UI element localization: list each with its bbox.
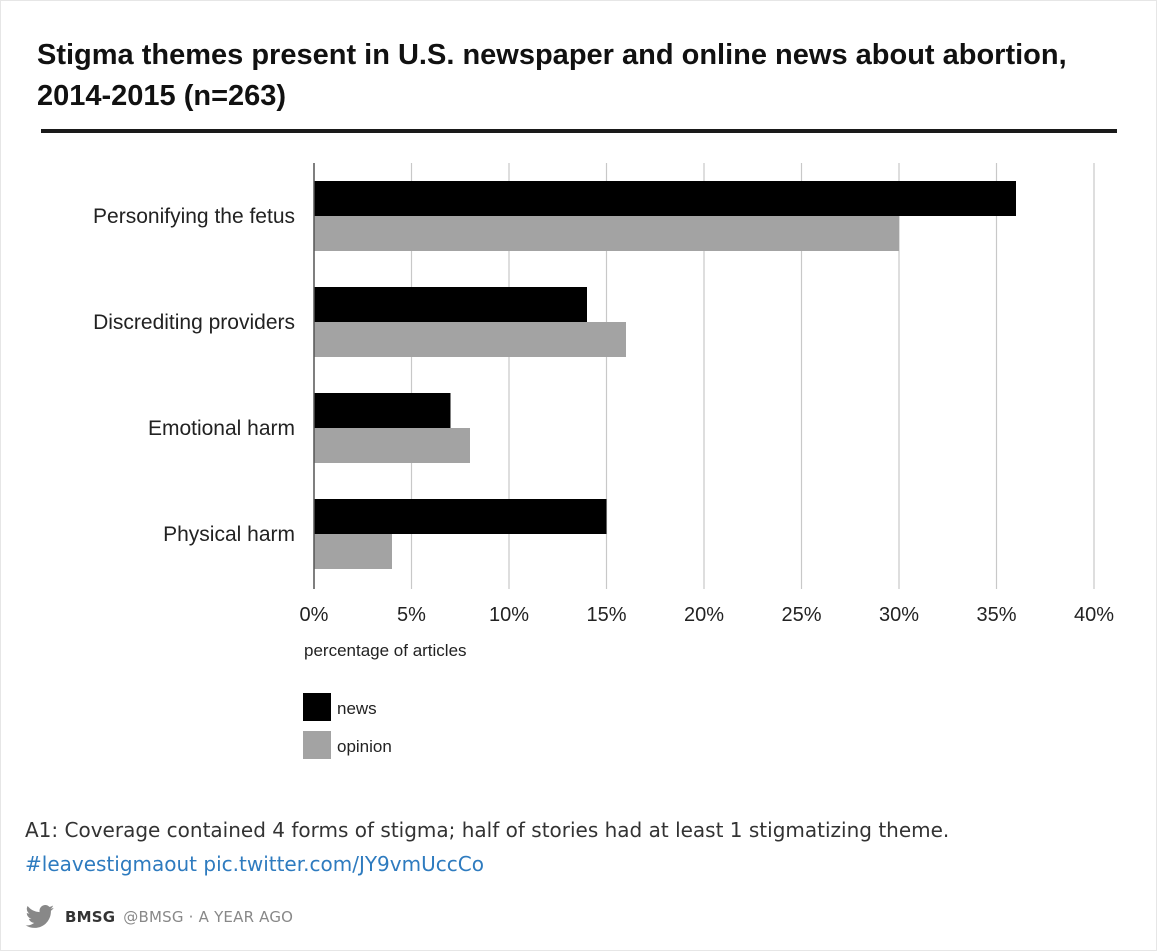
twitter-bird-icon [25, 905, 54, 928]
bar-opinion [314, 216, 899, 251]
bar-opinion [314, 534, 392, 569]
x-tick-label: 35% [976, 604, 1016, 626]
x-axis-label: percentage of articles [304, 641, 467, 660]
legend: news opinion [303, 693, 392, 759]
tweet-meta: BMSG @BMSG · A YEAR AGO [25, 905, 293, 929]
author-name[interactable]: BMSG [65, 908, 116, 926]
meta-separator: · [188, 908, 194, 926]
bars [314, 181, 1016, 569]
x-tick-label: 5% [397, 604, 426, 626]
bar-news [314, 181, 1016, 216]
x-tick-label: 25% [781, 604, 821, 626]
legend-swatch-opinion [303, 731, 331, 759]
x-tick-label: 10% [489, 604, 529, 626]
bar-news [314, 393, 451, 428]
legend-label-opinion: opinion [337, 737, 392, 756]
hashtag-link[interactable]: #leavestigmaout [25, 852, 198, 876]
category-label: Physical harm [163, 523, 295, 546]
legend-label-news: news [337, 699, 377, 718]
x-tick-labels: 0% 5% 10% 15% 20% 25% 30% 35% 40% [300, 604, 1115, 626]
x-tick-label: 20% [684, 604, 724, 626]
bar-opinion [314, 322, 626, 357]
x-tick-label: 30% [879, 604, 919, 626]
category-label: Personifying the fetus [93, 205, 295, 228]
tweet-body: A1: Coverage contained 4 forms of stigma… [25, 818, 950, 842]
bar-news [314, 499, 607, 534]
category-label: Discrediting providers [93, 311, 295, 334]
tweet-time[interactable]: A YEAR AGO [198, 908, 294, 926]
legend-swatch-news [303, 693, 331, 721]
x-tick-label: 0% [300, 604, 329, 626]
bar-opinion [314, 428, 470, 463]
chart-title: Stigma themes present in U.S. newspaper … [37, 39, 1067, 112]
x-tick-label: 40% [1074, 604, 1114, 626]
author-handle[interactable]: @BMSG [123, 908, 184, 926]
pic-link[interactable]: pic.twitter.com/JY9vmUccCo [203, 852, 484, 876]
x-tick-label: 15% [586, 604, 626, 626]
category-labels: Personifying the fetus Discrediting provi… [93, 205, 295, 546]
category-label: Emotional harm [148, 417, 295, 440]
bar-news [314, 287, 587, 322]
tweet-text: A1: Coverage contained 4 forms of stigma… [25, 813, 1135, 881]
bar-chart: Personifying the fetus Discrediting provi… [41, 129, 1117, 759]
